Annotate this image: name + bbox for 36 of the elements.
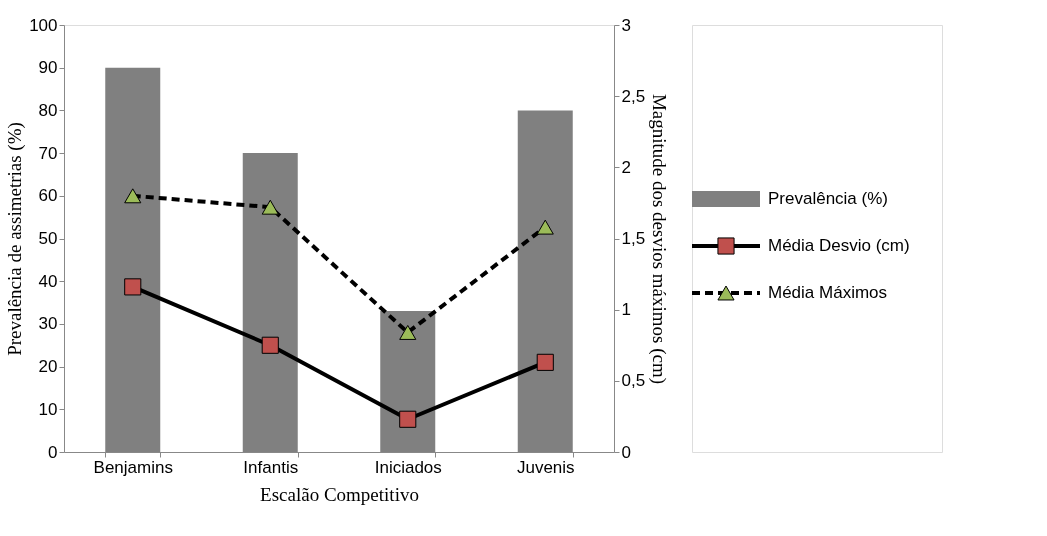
point — [261, 199, 279, 215]
point — [124, 188, 142, 204]
y2-tick-label: 0 — [621, 442, 631, 462]
legend-label: Prevalência (%) — [768, 189, 888, 208]
x-tick-label: Infantis — [243, 457, 299, 477]
y-tick-label: 10 — [38, 399, 58, 419]
point — [399, 324, 417, 340]
x-axis-title: Escalão Competitivo — [260, 483, 419, 505]
x-tick-label: Iniciados — [374, 457, 442, 477]
y-axis-title: Prevalência de assimetrias (%) — [4, 122, 27, 356]
y-tick-label: 90 — [38, 58, 58, 78]
point — [536, 353, 554, 371]
x-tick-label: Benjamins — [93, 457, 173, 477]
y-tick-label: 40 — [38, 271, 58, 291]
y2-tick-label: 3 — [621, 15, 631, 35]
y-tick-label: 70 — [38, 143, 58, 163]
y-tick-label: 80 — [38, 100, 58, 120]
point — [124, 278, 142, 296]
point — [536, 219, 554, 235]
y2-tick-label: 2 — [621, 157, 631, 177]
y2-tick-label: 2,5 — [621, 86, 646, 106]
y2-tick-label: 1 — [621, 300, 631, 320]
legend-label: Média Desvio (cm) — [768, 236, 910, 255]
y-tick-label: 30 — [38, 314, 58, 334]
point — [261, 336, 279, 354]
point — [399, 410, 417, 428]
y-tick-label: 20 — [38, 357, 58, 377]
y-tick-label: 50 — [38, 229, 58, 248]
legend-label: Média Máximos — [768, 283, 888, 302]
y-tick-label: 60 — [38, 186, 58, 206]
y2-tick-label: 0,5 — [621, 371, 646, 391]
y2-axis-title: Magnitude dos desvios máximos (cm) — [648, 93, 671, 385]
y-tick-label: 100 — [29, 15, 58, 35]
y-tick-label: 0 — [48, 442, 58, 462]
x-tick-label: Juvenis — [516, 457, 575, 477]
y2-tick-label: 1,5 — [621, 229, 646, 248]
